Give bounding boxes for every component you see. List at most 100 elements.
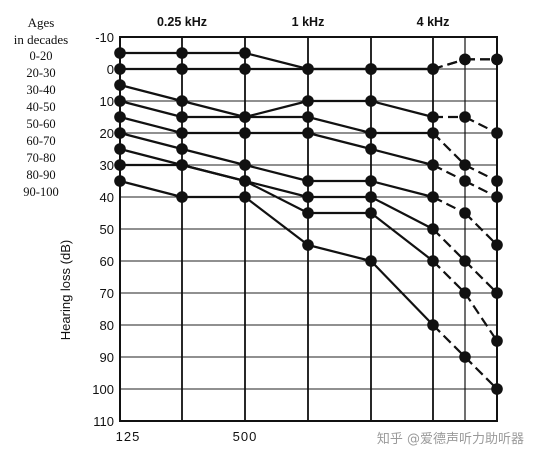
data-point-60-70 [459,207,471,219]
series-segment-90-100 [370,260,434,326]
series-segment-60-70 [244,163,309,183]
chart-axes [119,36,498,422]
series-segment-30-40 [181,99,246,119]
data-point-20-30 [176,47,188,59]
series-segment-50-60 [464,180,498,198]
series-segment-90-100 [432,324,466,358]
series-segment-30-40 [464,164,498,182]
age-legend: Ages in decades 0-20 20-30 30-40 40-50 50-60… [2,14,80,201]
data-point-90-100 [176,191,188,203]
series-segment-90-100 [464,356,498,390]
data-point-70-80 [491,287,503,299]
series-segment-60-70 [119,131,183,151]
legend-entry: 0-20 [29,49,53,63]
data-point-30-40 [459,159,471,171]
series-segment-70-80 [370,196,434,230]
series-segment-80-90 [370,212,434,262]
data-point-20-30 [365,63,377,75]
data-point-60-70 [302,175,314,187]
series-segment-30-40 [432,132,466,166]
y-tick-label: 110 [93,414,114,429]
data-point-70-80 [114,143,126,155]
data-point-80-90 [176,159,188,171]
series-segment-50-60 [307,131,372,151]
top-frequency-label: 4 kHz [417,15,450,29]
data-point-80-90 [459,287,471,299]
data-point-90-100 [365,255,377,267]
data-point-50-60 [459,175,471,187]
data-point-20-30 [114,47,126,59]
data-point-40-50 [491,127,503,139]
data-point-0-20 [176,63,188,75]
data-point-60-70 [365,175,377,187]
data-point-20-30 [491,53,503,66]
legend-entry: 90-100 [23,185,59,199]
data-point-70-80 [365,191,377,203]
series-segment-80-90 [432,260,466,294]
series-segment-40-50 [464,116,498,134]
data-point-90-100 [459,351,471,363]
data-point-90-100 [114,175,126,187]
legend-entry: 60-70 [26,134,56,148]
legend-entry: 80-90 [26,168,56,182]
top-frequency-label: 1 kHz [292,15,325,29]
plot-frame [119,36,498,422]
y-axis-title: Hearing loss (dB) [58,240,73,340]
series-segment-60-70 [464,212,498,246]
data-point-20-30 [302,63,314,75]
series-segment-70-80 [244,179,309,199]
legend-entry: 50-60 [26,117,56,131]
legend-entry: 30-40 [26,83,56,97]
series-segment-40-50 [119,99,183,119]
legend-entry: 70-80 [26,151,56,165]
series-segment-50-60 [432,164,466,182]
series-points [114,47,503,395]
series-segment-60-70 [432,196,466,214]
data-point-50-60 [491,191,503,203]
data-point-60-70 [176,143,188,155]
data-point-30-40 [365,127,377,139]
legend-title-line-1: Ages [27,15,55,30]
data-point-40-50 [365,95,377,107]
y-tick-label: 70 [100,286,114,301]
data-point-60-70 [427,191,439,203]
data-point-40-50 [176,111,188,123]
series-segment-90-100 [119,179,183,199]
y-tick-label: 0 [107,62,114,77]
data-point-40-50 [427,111,439,123]
y-tick-label: 50 [100,222,114,237]
y-tick-label: 60 [100,254,114,269]
data-point-20-30 [427,63,439,75]
y-tick-label: 100 [92,382,114,397]
series-segment-70-80 [432,228,466,262]
series-segment-90-100 [307,243,372,263]
data-point-40-50 [459,111,471,123]
data-point-20-30 [459,53,471,66]
data-point-50-60 [427,159,439,171]
y-tick-label: 10 [100,94,114,109]
data-point-30-40 [491,175,503,187]
y-tick-label: 30 [100,158,114,173]
y-tick-label: 40 [100,190,114,205]
data-point-60-70 [239,159,251,171]
data-point-70-80 [459,255,471,267]
data-point-90-100 [239,191,251,203]
y-tick-label: 80 [100,318,114,333]
data-point-80-90 [114,159,126,171]
data-point-90-100 [427,319,439,331]
data-point-70-80 [302,191,314,203]
y-tick-label: -10 [95,30,114,45]
data-point-80-90 [239,175,251,187]
series-segment-80-90 [181,163,246,183]
data-point-70-80 [427,223,439,235]
legend-entry: 20-30 [26,66,56,80]
x-tick-label: 500 [233,429,258,444]
series-segment-60-70 [181,147,246,167]
data-point-50-60 [365,143,377,155]
data-point-30-40 [114,79,126,91]
series-segment-80-90 [244,180,309,214]
data-point-50-60 [302,127,314,139]
data-point-50-60 [176,127,188,139]
chart-grid [119,36,498,422]
